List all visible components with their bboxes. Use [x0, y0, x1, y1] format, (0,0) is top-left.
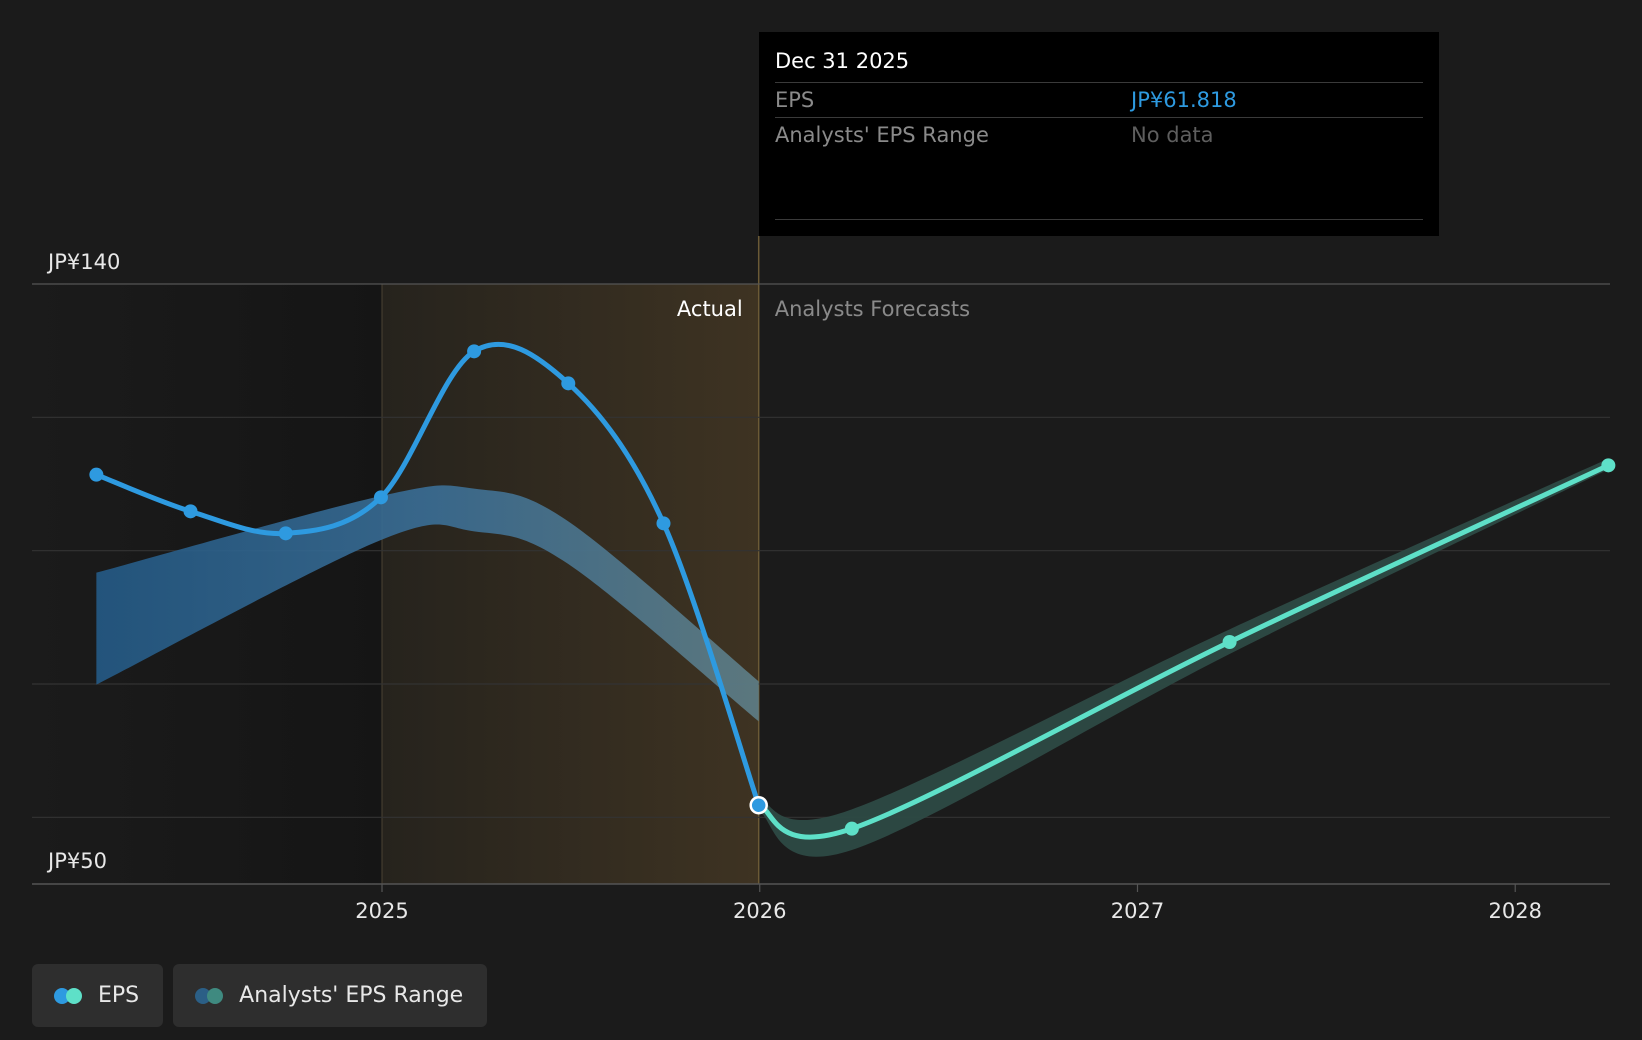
legend-range-swatch [195, 987, 225, 1004]
legend-item-eps[interactable]: EPS [32, 964, 164, 1027]
legend-range-label: Analysts' EPS Range [239, 983, 464, 1008]
tooltip-eps-label: EPS [775, 88, 815, 112]
actual-shade [382, 284, 759, 884]
legend-eps-label: EPS [98, 983, 140, 1008]
forecast-label: Analysts Forecasts [775, 297, 970, 321]
eps-line-actual [93, 341, 762, 808]
legend: EPS Analysts' EPS Range [32, 964, 488, 1027]
tooltip-row-eps: EPS JP¥61.818 [775, 83, 1423, 118]
eps-range-band-historical [96, 485, 759, 722]
tooltip-range-label: Analysts' EPS Range [775, 123, 989, 147]
x-tick-label-2027: 2027 [1111, 899, 1164, 923]
eps-range-band-forecast [758, 458, 1609, 857]
legend-eps-dot-forecast [66, 987, 82, 1004]
tooltip-divider [775, 219, 1423, 220]
eps-point-actual [89, 467, 104, 482]
eps-point-actual [656, 516, 671, 531]
y-label-bottom: JP¥50 [46, 849, 107, 873]
tooltip: Dec 31 2025 EPS JP¥61.818 Analysts' EPS … [759, 32, 1439, 236]
tooltip-row-range: Analysts' EPS Range No data [775, 118, 1423, 152]
eps-point-forecast [1222, 635, 1237, 649]
x-tick-label-2026: 2026 [733, 899, 786, 923]
tooltip-range-value: No data [1131, 123, 1214, 147]
tooltip-eps-value: JP¥61.818 [1131, 88, 1237, 112]
eps-point-actual [278, 526, 293, 541]
legend-eps-swatch [54, 987, 84, 1004]
eps-point-forecast [1601, 458, 1616, 473]
eps-point-highlighted [749, 795, 768, 815]
tooltip-date: Dec 31 2025 [775, 46, 1423, 83]
eps-point-actual [373, 490, 388, 505]
actual-label: Actual [677, 297, 743, 321]
legend-item-eps-range[interactable]: Analysts' EPS Range [173, 964, 488, 1027]
eps-point-actual [183, 504, 198, 519]
x-tick-label-2028: 2028 [1488, 899, 1541, 923]
eps-point-actual [467, 344, 482, 359]
eps-point-forecast [844, 821, 859, 836]
eps-line-forecast [756, 462, 1611, 840]
x-tick-label-2025: 2025 [355, 899, 408, 923]
legend-range-dot-forecast [207, 987, 224, 1004]
eps-point-actual [561, 376, 576, 391]
y-label-top: JP¥140 [46, 250, 120, 274]
